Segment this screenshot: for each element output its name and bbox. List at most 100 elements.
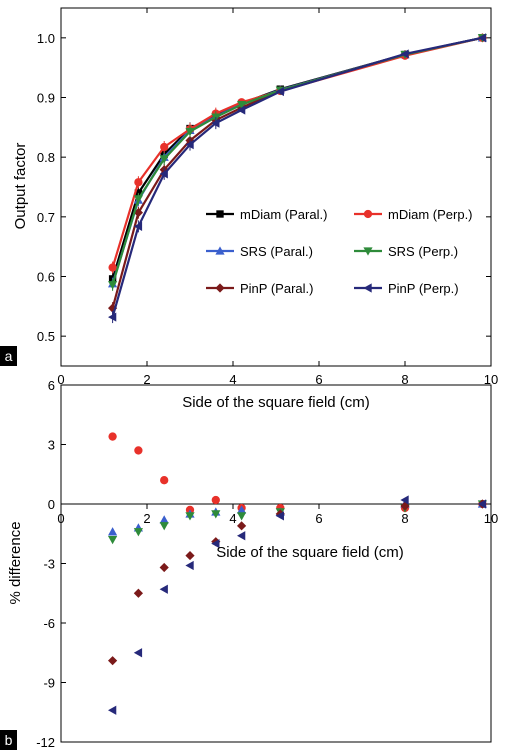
panel-a-y-tick-label: 0.6	[37, 270, 55, 285]
data-point	[108, 263, 117, 272]
diff-point	[237, 505, 247, 514]
legend-marker	[363, 283, 372, 293]
panel-a-label-box	[0, 346, 17, 366]
diff-point	[400, 495, 409, 505]
panel-a-output-factor: 0 2 4 6 8 10 0.5 0.6 0.7 0.8 0.9 1.0 Side of the sq…	[0, 7, 498, 411]
diff-point	[108, 527, 118, 536]
diff-point	[160, 476, 169, 485]
legend-entry-srs-perp: SRS (Perp.)	[354, 244, 458, 259]
panel-b-x-tick-label: 4	[229, 511, 236, 526]
legend-entry-pinp-paral: PinP (Paral.)	[206, 281, 313, 296]
panel-b-label: b	[5, 732, 13, 748]
diff-point	[108, 536, 118, 545]
legend-entry-mdiam-perp: mDiam (Perp.)	[354, 207, 473, 222]
diff-point	[133, 648, 143, 658]
legend-label-mdiam-paral: mDiam (Paral.)	[240, 207, 327, 222]
legend-swatch-pinp-perp	[354, 283, 382, 293]
data-point	[185, 140, 194, 150]
panel-a-x-axis-title: Side of the square field (cm)	[182, 394, 370, 411]
panel-a-x-tick-label: 6	[315, 372, 322, 387]
data-point	[133, 221, 143, 231]
panel-a-ticks: 0 2 4 6 8 10 0.5 0.6 0.7 0.8 0.9 1.0	[37, 8, 498, 387]
series-pinp-perp	[108, 33, 487, 324]
diff-point	[185, 560, 194, 571]
legend-marker	[216, 210, 224, 218]
data-point	[185, 127, 195, 137]
diff-point	[185, 550, 195, 561]
diff-point	[211, 510, 221, 519]
legend-marker	[363, 209, 373, 219]
legend-label-srs-perp: SRS (Perp.)	[388, 244, 458, 259]
diff-series-pinp-perp	[108, 495, 487, 715]
legend-label-pinp-perp: PinP (Perp.)	[388, 281, 459, 296]
panel-a-x-tick-label: 8	[401, 372, 408, 387]
panel-b-y-axis-title: % difference	[7, 521, 24, 604]
legend-marker	[215, 283, 225, 293]
panel-a-y-tick-label: 0.9	[37, 91, 55, 106]
data-point	[275, 86, 284, 97]
panel-b-y-tick-label: -3	[43, 557, 55, 572]
panel-a-x-tick-label: 2	[143, 372, 150, 387]
panel-b-x-tick-label: 10	[484, 511, 498, 526]
panel-a-y-tick-label: 1.0	[37, 31, 55, 46]
panel-a-y-axis-title: Output factor	[12, 143, 29, 230]
panel-a-label-tag: a	[0, 346, 17, 366]
panel-a-y-tick-label: 0.7	[37, 210, 55, 225]
panel-a-x-tick-label: 4	[229, 372, 236, 387]
panel-b-y-tick-label: 0	[48, 497, 55, 512]
diff-point	[237, 531, 246, 541]
data-point	[477, 33, 487, 43]
diff-point	[275, 511, 284, 521]
panel-b-y-tick-label: 3	[48, 438, 55, 453]
diff-point	[133, 588, 143, 598]
diff-point	[159, 562, 169, 573]
panel-a-label: a	[5, 348, 13, 364]
data-point	[211, 118, 220, 128]
panel-b-x-axis-title: Side of the square field (cm)	[216, 544, 404, 561]
diff-point	[134, 446, 143, 455]
diff-point	[211, 495, 220, 505]
panel-b-label-tag: b	[0, 730, 17, 750]
diff-point	[108, 432, 117, 441]
data-point	[237, 105, 246, 115]
diff-point	[159, 522, 169, 531]
panel-a-x-tick-label: 0	[57, 372, 64, 387]
legend-swatch-srs-paral	[206, 246, 234, 255]
diff-point	[159, 515, 169, 524]
panel-b-x-tick-label: 6	[315, 511, 322, 526]
legend-label-mdiam-perp: mDiam (Perp.)	[388, 207, 473, 222]
panel-a-legend: mDiam (Paral.) SRS (Paral.) PinP (Paral.…	[206, 207, 473, 296]
diff-point	[108, 656, 118, 666]
diff-point	[185, 512, 195, 521]
data-point	[133, 195, 143, 204]
panel-b-y-tick-label: -12	[36, 735, 55, 750]
panel-a-frame	[60, 7, 492, 367]
legend-label-srs-paral: SRS (Paral.)	[240, 244, 313, 259]
legend-marker	[363, 247, 373, 256]
panel-b-series	[108, 432, 487, 715]
panel-a-y-tick-label: 0.8	[37, 150, 55, 165]
panel-a-x-tick-label: 10	[484, 372, 498, 387]
panel-b-x-tick-label: 2	[143, 511, 150, 526]
panel-b-x-tick-label: 8	[401, 511, 408, 526]
data-point	[400, 49, 409, 59]
panel-b-y-tick-label: -9	[43, 676, 55, 691]
panel-b-label-box	[0, 730, 17, 750]
data-point	[134, 178, 143, 187]
legend-entry-mdiam-paral: mDiam (Paral.)	[206, 207, 327, 222]
panel-b-y-tick-label: 6	[48, 378, 55, 393]
data-point	[159, 169, 168, 179]
panel-b-x-tick-label: 0	[57, 511, 64, 526]
legend-swatch-srs-perp	[354, 247, 382, 256]
legend-entry-pinp-perp: PinP (Perp.)	[354, 281, 459, 296]
legend-swatch-pinp-paral	[206, 283, 234, 293]
diff-point	[237, 512, 247, 521]
data-point	[160, 142, 169, 152]
diff-point	[108, 705, 117, 715]
diff-point	[159, 584, 168, 594]
diff-point	[211, 539, 220, 549]
diff-point	[237, 521, 247, 531]
panel-b-percent-difference: 0 2 4 6 8 10 -12 -9 -6 -3 0 3 6 Side of the square f…	[0, 378, 498, 750]
diff-point	[133, 528, 143, 537]
